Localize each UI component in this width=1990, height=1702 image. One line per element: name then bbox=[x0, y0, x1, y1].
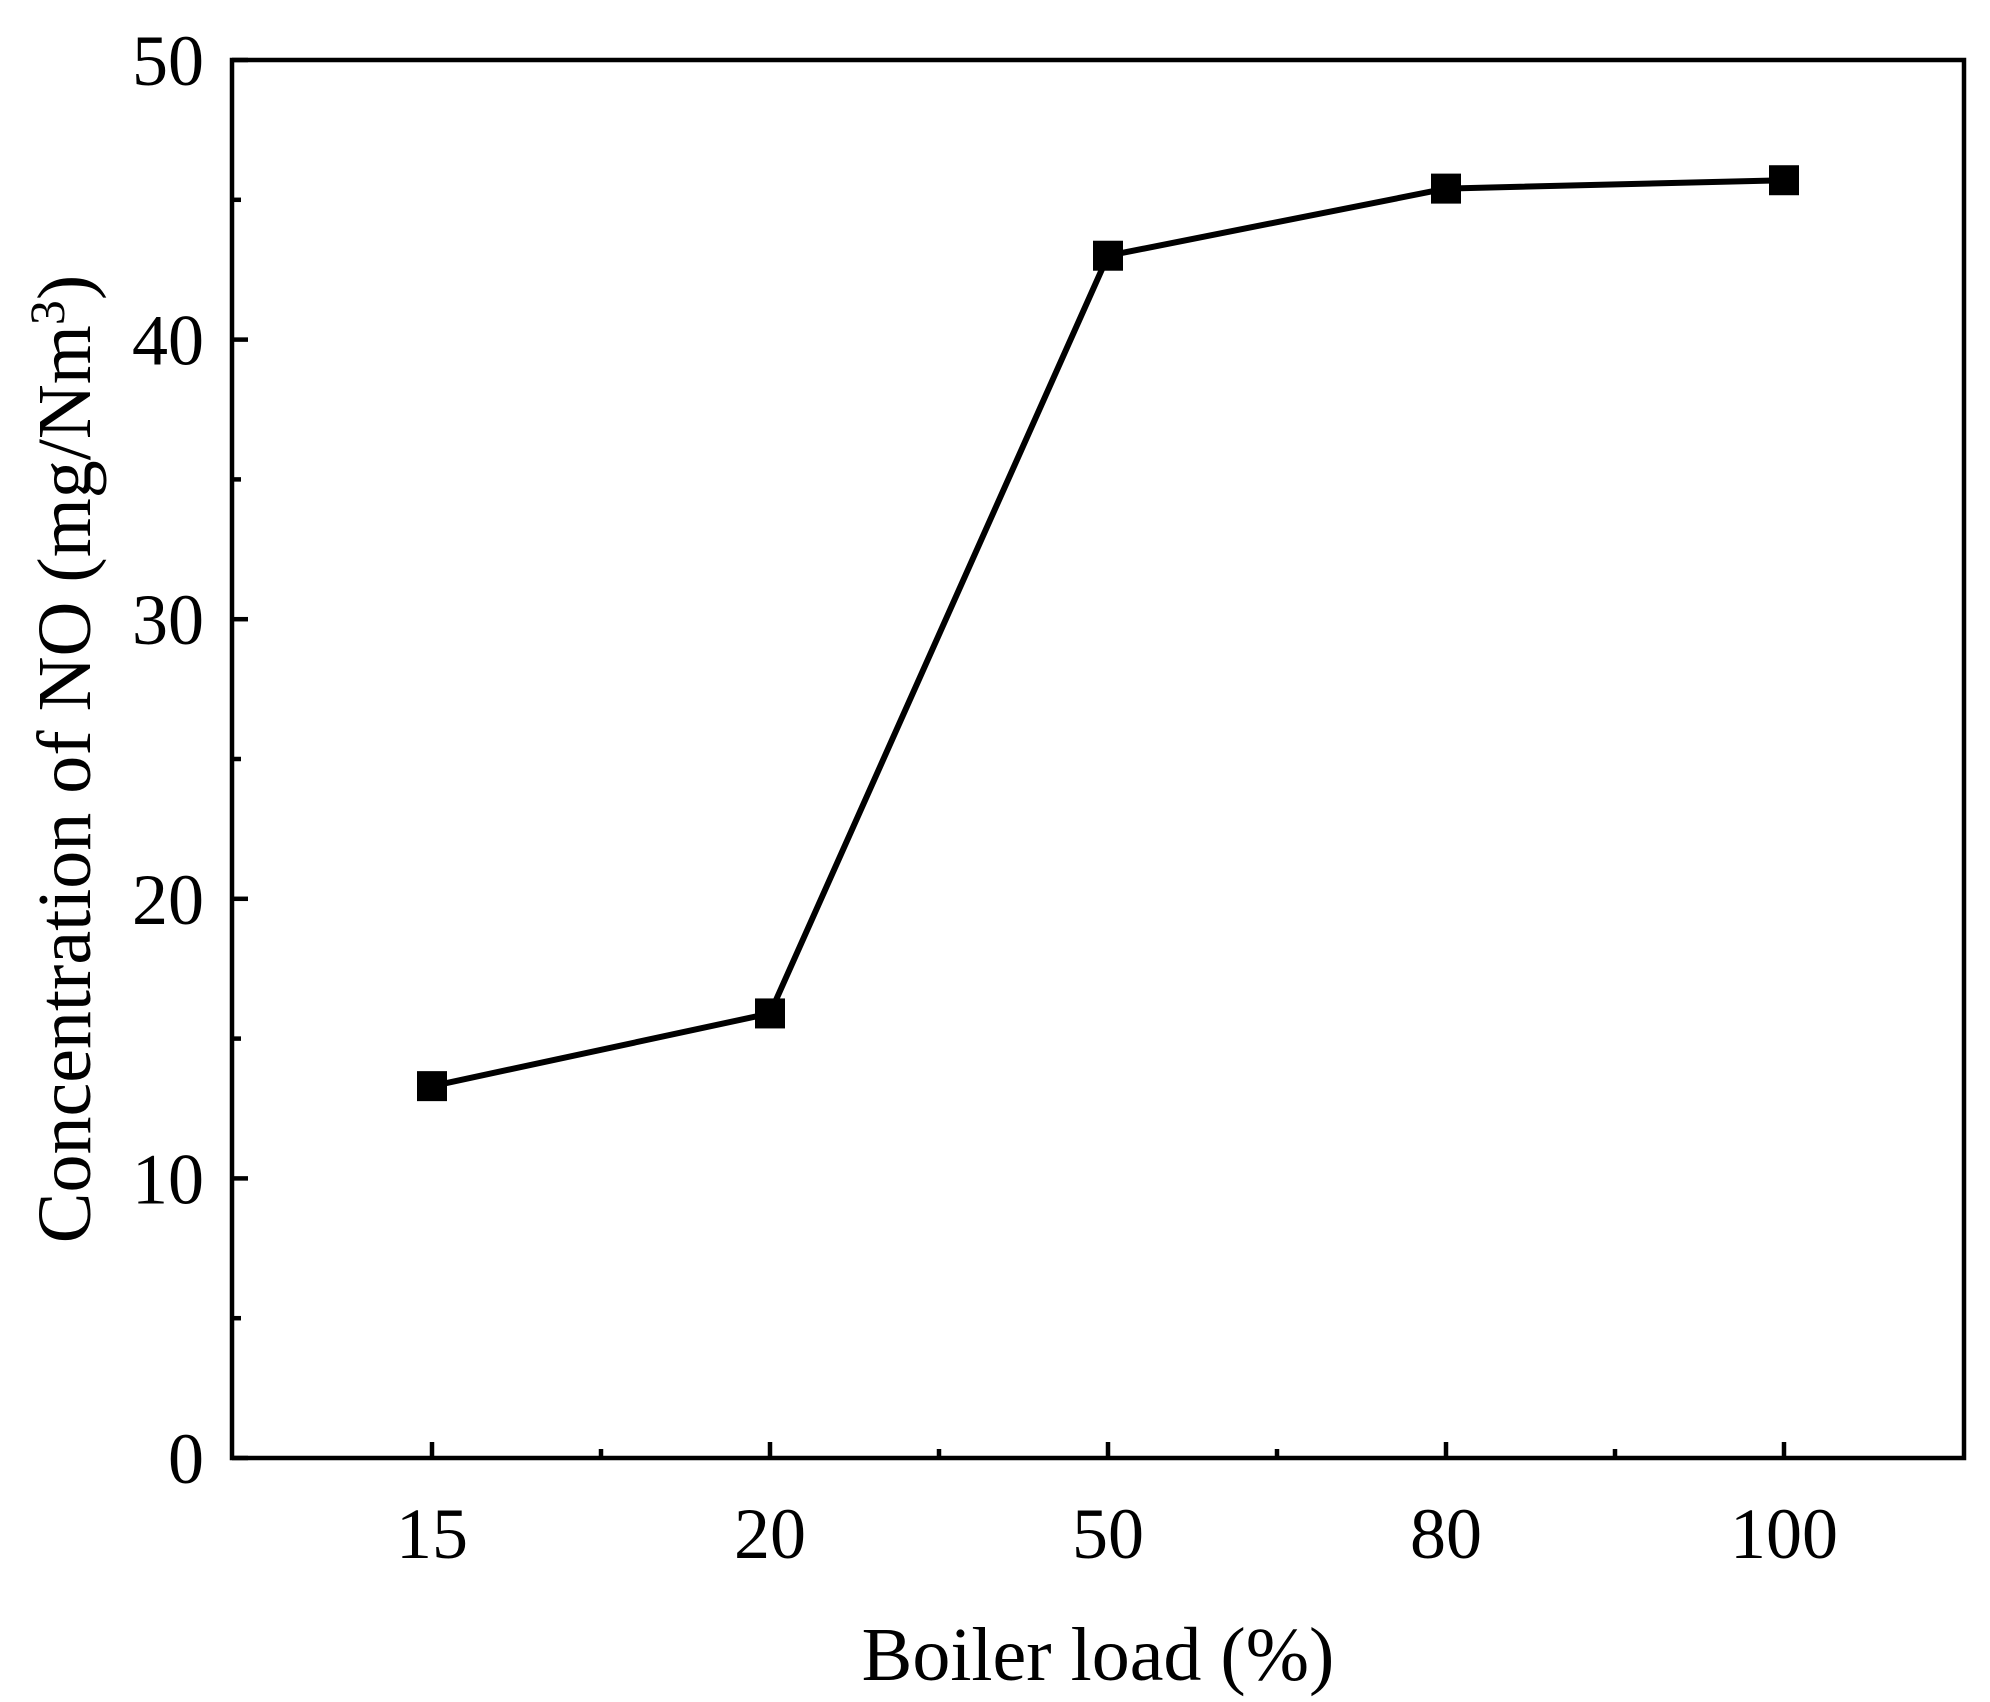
data-point-marker bbox=[1431, 173, 1461, 204]
data-point-marker bbox=[417, 1071, 447, 1102]
series-line bbox=[431, 177, 1785, 1090]
y-tick-label: 40 bbox=[132, 301, 204, 381]
data-point-marker bbox=[755, 998, 785, 1029]
x-tick-label: 20 bbox=[734, 1494, 806, 1574]
y-axis-title: Concentration of NO (mg/Nm3) bbox=[19, 275, 107, 1243]
x-tick-label: 80 bbox=[1410, 1494, 1482, 1574]
y-tick-label: 10 bbox=[132, 1139, 204, 1219]
x-tick-label: 100 bbox=[1730, 1494, 1838, 1574]
data-point-marker bbox=[1093, 240, 1123, 271]
y-axis-title-close: ) bbox=[23, 275, 107, 300]
y-tick-labels: 0 10 20 30 40 50 bbox=[132, 21, 204, 1499]
data-markers bbox=[417, 165, 1799, 1102]
y-axis-title-superscript: 3 bbox=[19, 300, 75, 325]
x-tick-label: 50 bbox=[1072, 1494, 1144, 1574]
x-axis-title: Boiler load (%) bbox=[862, 1613, 1335, 1697]
y-tick-label: 20 bbox=[132, 860, 204, 940]
data-point-marker bbox=[1769, 165, 1799, 196]
x-tick-labels: 15 20 50 80 100 bbox=[396, 1494, 1838, 1574]
y-tick-label: 50 bbox=[132, 21, 204, 101]
y-tick-label: 30 bbox=[132, 580, 204, 660]
y-axis-title-main: Concentration of NO (mg/Nm bbox=[23, 325, 107, 1243]
axis-ticks bbox=[232, 57, 1787, 1461]
x-tick-label: 15 bbox=[396, 1494, 468, 1574]
y-tick-label: 0 bbox=[168, 1419, 204, 1499]
